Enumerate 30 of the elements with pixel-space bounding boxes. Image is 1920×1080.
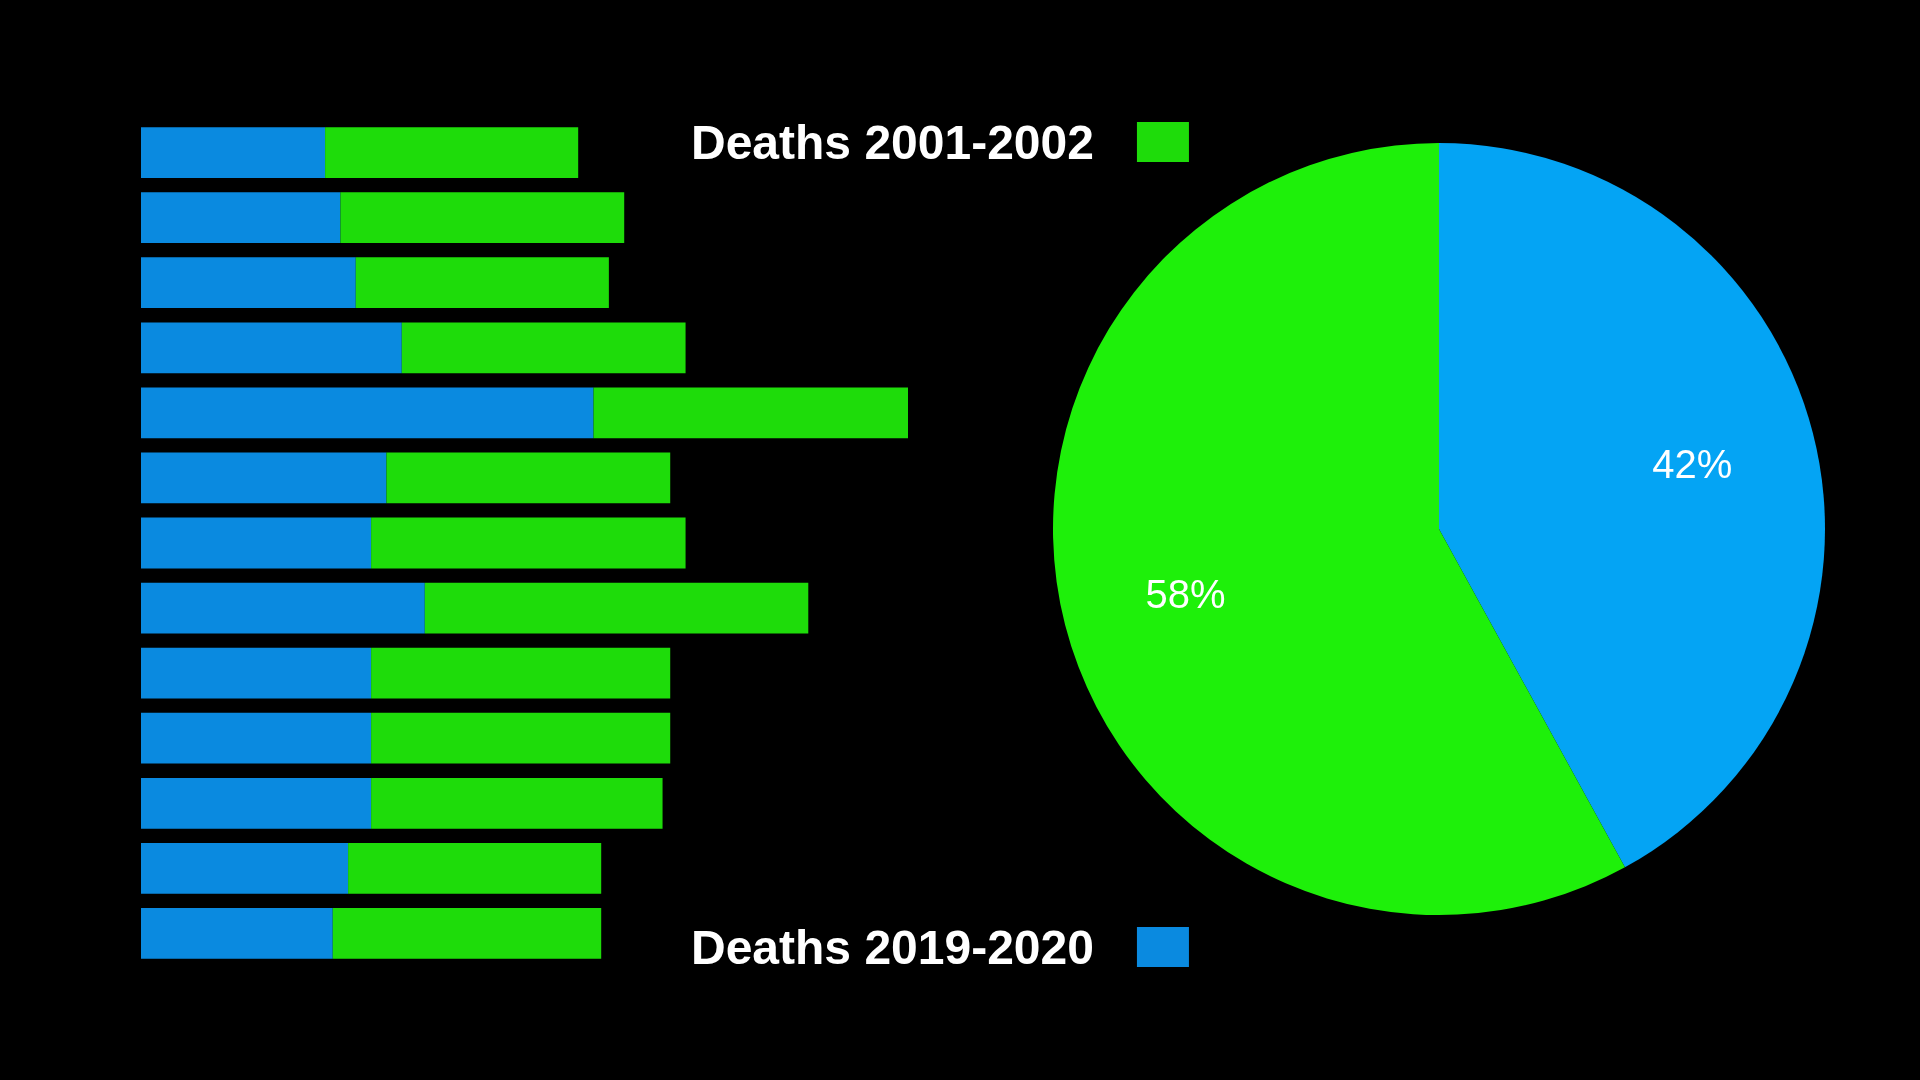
bar bbox=[340, 192, 625, 243]
bar bbox=[593, 387, 908, 439]
bar bbox=[141, 192, 341, 243]
bar bbox=[141, 843, 349, 894]
bar bbox=[141, 387, 594, 439]
bar bbox=[141, 452, 387, 504]
bar bbox=[371, 712, 671, 764]
data-label: 42% bbox=[1652, 441, 1733, 486]
legend-label: Deaths 2019-2020 bbox=[691, 920, 1094, 974]
bar bbox=[325, 127, 579, 178]
bar bbox=[371, 517, 686, 569]
bar bbox=[141, 647, 372, 699]
bar bbox=[141, 712, 372, 764]
bar bbox=[141, 322, 402, 374]
bar bbox=[141, 127, 326, 178]
bar bbox=[401, 322, 686, 374]
bar bbox=[371, 647, 671, 699]
bar bbox=[141, 908, 333, 959]
bar bbox=[141, 517, 372, 569]
bar bbox=[371, 777, 663, 829]
bar bbox=[141, 257, 356, 309]
legend-label: Deaths 2001-2002 bbox=[691, 115, 1094, 169]
data-label: 58% bbox=[1145, 572, 1226, 617]
bar bbox=[348, 843, 602, 894]
bar bbox=[355, 257, 609, 309]
bar bbox=[424, 582, 809, 634]
bar bbox=[141, 582, 425, 634]
bar bbox=[332, 908, 602, 959]
bar bbox=[386, 452, 671, 504]
bar bbox=[141, 777, 372, 829]
